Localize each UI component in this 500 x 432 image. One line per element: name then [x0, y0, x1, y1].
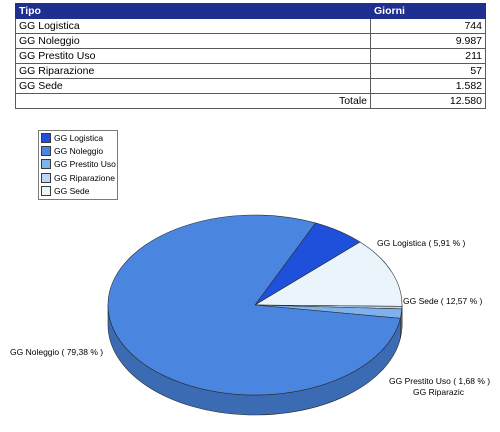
legend-label: GG Logistica — [54, 132, 104, 143]
table-header-row: Tipo Giorni — [15, 3, 486, 19]
slice-label: GG Noleggio ( 79,38 % ) — [10, 347, 103, 357]
legend-label: GG Riparazione — [54, 172, 115, 183]
table-row: GG Riparazione 57 — [15, 63, 486, 79]
table-body: GG Logistica 744 GG Noleggio 9.987 GG Presti… — [15, 18, 486, 109]
table-total-row: Totale 12.580 — [15, 93, 486, 109]
legend-swatch — [41, 172, 51, 183]
legend-swatch — [41, 159, 51, 170]
data-table: Tipo Giorni GG Logistica 744 GG Noleggio 9.… — [15, 3, 486, 109]
legend-swatch — [41, 186, 51, 197]
pie-slice — [253, 241, 403, 307]
legend-item: GG Sede — [39, 185, 117, 198]
slice-label: GG Prestito Uso ( 1,68 % ) — [389, 376, 490, 386]
legend-item: GG Riparazione — [39, 171, 117, 184]
legend-item: GG Prestito Uso — [39, 158, 117, 171]
header-giorni: Giorni — [370, 3, 486, 19]
slice-label: GG Sede ( 12,57 % ) — [403, 296, 483, 306]
legend-item: GG Noleggio — [39, 144, 117, 157]
pie-slice — [107, 214, 401, 396]
legend-swatch — [41, 146, 51, 157]
legend-label: GG Noleggio — [54, 146, 104, 157]
legend-swatch — [41, 132, 51, 143]
legend-label: GG Prestito Uso — [54, 159, 116, 170]
slice-label: GG Riparazic — [413, 387, 465, 397]
legend-item: GG Logistica — [39, 131, 117, 144]
total-value: 12.580 — [370, 93, 486, 109]
cell-tipo: GG Riparazione — [15, 63, 371, 79]
total-label: Totale — [15, 93, 371, 109]
pie-tops — [107, 214, 403, 396]
header-tipo: Tipo — [15, 3, 371, 19]
legend-label: GG Sede — [54, 186, 90, 197]
slice-label: GG Logistica ( 5,91 % ) — [377, 238, 466, 248]
chart-legend: GG Logistica GG Noleggio GG Prestito Uso GG… — [38, 130, 118, 200]
